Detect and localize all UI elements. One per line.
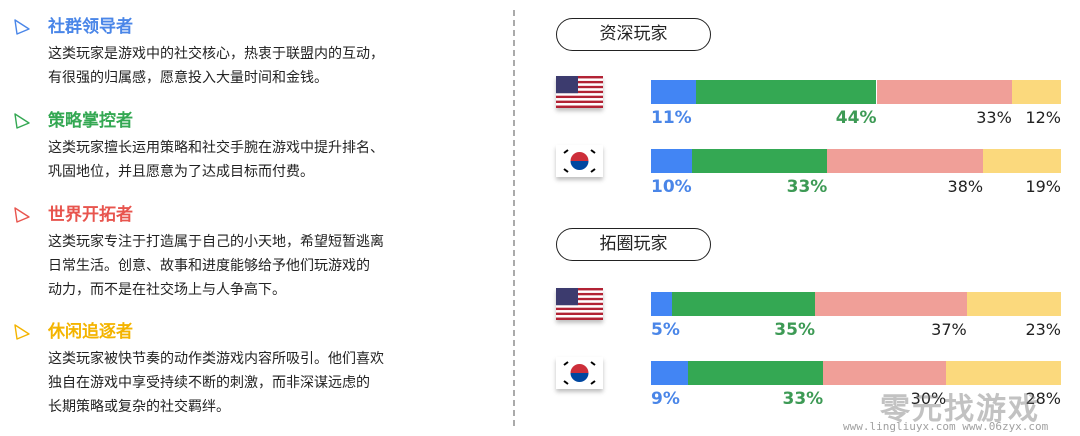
bar-segment xyxy=(651,80,697,104)
data-label: 38% xyxy=(947,177,984,196)
bar-segment xyxy=(966,292,1061,316)
stacked-bar xyxy=(651,80,1061,104)
persona-description: 独自在游戏中享受持续不断的刺激，而非深谋远虑的 xyxy=(48,375,370,391)
data-label: 35% xyxy=(774,320,815,340)
group-label: 拓圈玩家 xyxy=(556,228,711,261)
bar-segment xyxy=(692,149,828,173)
persona-description: 这类玩家专注于打造属于自己的小天地，希望短暂逃离 xyxy=(48,234,384,250)
bar-segment xyxy=(827,149,984,173)
persona-description: 动力，而不是在社交场上与人争高下。 xyxy=(48,282,286,298)
data-label: 30% xyxy=(910,389,947,408)
data-label: 23% xyxy=(1025,320,1061,339)
data-label: 44% xyxy=(835,108,877,128)
data-label: 37% xyxy=(931,320,967,339)
bar-segment xyxy=(671,292,815,316)
bar-segment xyxy=(823,361,947,385)
persona-title: 休闲追逐者 xyxy=(48,322,133,342)
data-label: 9% xyxy=(651,389,680,409)
data-label: 33% xyxy=(782,389,824,409)
data-label: 5% xyxy=(651,320,680,340)
data-label: 12% xyxy=(1025,108,1061,127)
bar-segment xyxy=(651,292,672,316)
triangle-icon xyxy=(12,205,32,225)
bar-segment xyxy=(876,80,1012,104)
bar-segment xyxy=(815,292,967,316)
persona-description: 这类玩家被快节奏的动作类游戏内容所吸引。他们喜欢 xyxy=(48,351,384,367)
us-flag xyxy=(556,288,603,320)
data-label: 10% xyxy=(651,177,692,197)
persona-description: 这类玩家擅长运用策略和社交手腕在游戏中提升排名、 xyxy=(48,140,384,156)
data-label: 28% xyxy=(1025,389,1061,408)
persona-description: 巩固地位，并且愿意为了达成目标而付费。 xyxy=(48,164,314,180)
persona-description: 有很强的归属感，愿意投入大量时间和金钱。 xyxy=(48,70,328,86)
bar-segment xyxy=(1011,80,1061,104)
stacked-bar xyxy=(651,292,1061,316)
kr-flag xyxy=(556,145,603,177)
triangle-icon xyxy=(12,111,32,131)
us-flag xyxy=(556,76,603,108)
persona-description: 长期策略或复杂的社交羁绊。 xyxy=(48,399,230,415)
persona-title: 社群领导者 xyxy=(48,17,133,37)
watermark-urls: www.lingliuyx.com www.06zyx.com xyxy=(843,420,1049,433)
data-label: 19% xyxy=(1025,177,1061,196)
persona-title: 策略掌控者 xyxy=(48,111,133,131)
data-label: 33% xyxy=(976,108,1012,127)
stacked-bar xyxy=(651,149,1061,173)
bar-segment xyxy=(983,149,1061,173)
stacked-bar xyxy=(651,361,1061,385)
group-label: 资深玩家 xyxy=(556,18,711,51)
triangle-icon xyxy=(12,17,32,37)
bar-segment xyxy=(651,361,688,385)
bar-segment xyxy=(946,361,1061,385)
bar-segment xyxy=(687,361,824,385)
watermark: 零元找游戏 xyxy=(880,392,1040,427)
kr-flag xyxy=(556,357,603,389)
dashed-divider xyxy=(513,10,515,426)
persona-description: 日常生活。创意、故事和进度能够给予他们玩游戏的 xyxy=(48,258,370,274)
triangle-icon xyxy=(12,322,32,342)
bar-segment xyxy=(651,149,692,173)
bar-segment xyxy=(696,80,877,104)
persona-description: 这类玩家是游戏中的社交核心，热衷于联盟内的互动， xyxy=(48,46,384,62)
data-label: 11% xyxy=(651,108,692,128)
persona-title: 世界开拓者 xyxy=(48,205,133,225)
data-label: 33% xyxy=(786,177,828,197)
